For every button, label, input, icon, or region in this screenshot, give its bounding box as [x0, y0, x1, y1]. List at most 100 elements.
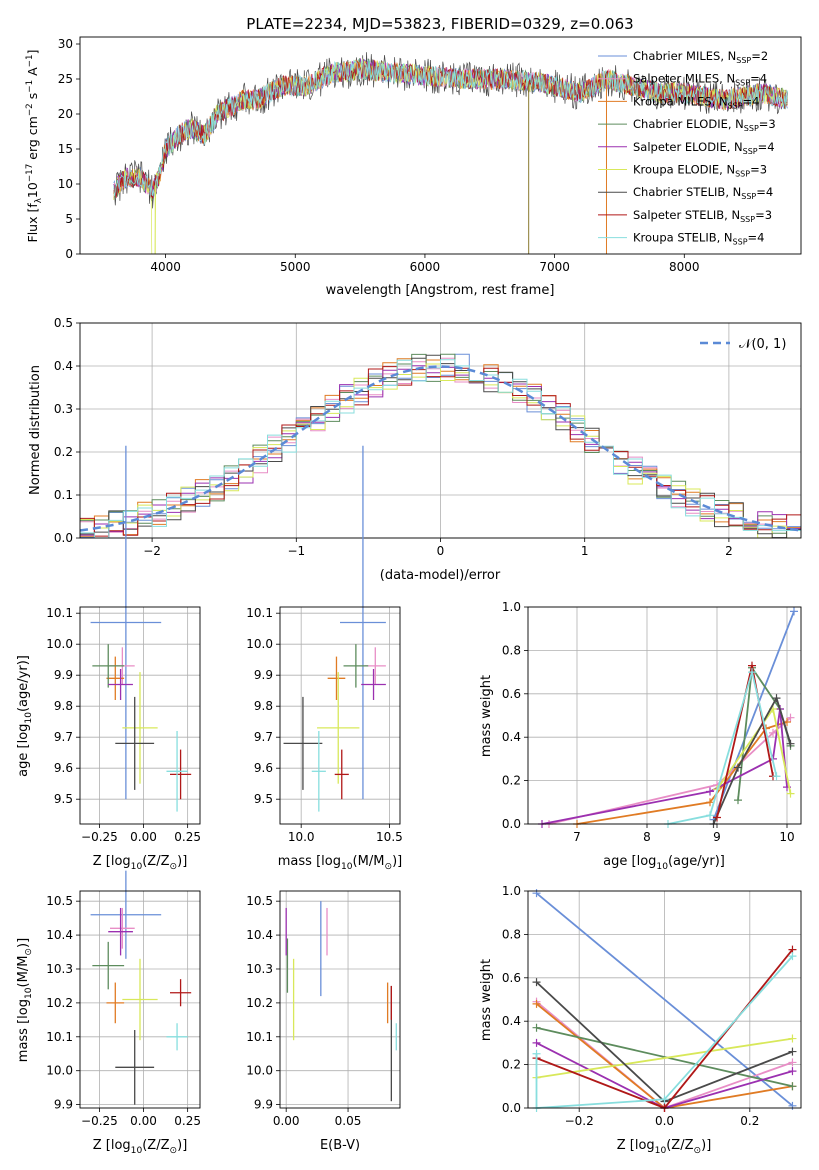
- ageM-ytick-label: 9.8: [254, 699, 273, 713]
- gaussian-legend-label: 𝒩(0, 1): [739, 337, 786, 352]
- massZ-ytick-label: 10.4: [46, 928, 73, 942]
- spec-xtick-label: 8000: [669, 260, 700, 274]
- spec-ytick-label: 5: [65, 212, 73, 226]
- wAge-point-marker: [706, 811, 714, 820]
- wZ-point-marker: [660, 1095, 669, 1104]
- legend-entry: Kroupa ELODIE, NSSP=3: [633, 163, 767, 179]
- ageM-ytick-label: 9.7: [254, 730, 273, 744]
- massE-ytick-label: 10.3: [246, 962, 273, 976]
- histogram-series: [80, 366, 801, 537]
- spectrum-ylabel: Flux [fλ10−17 erg cm−2 s−1 A−1]: [25, 50, 44, 243]
- wAge-point-marker: [706, 787, 714, 796]
- wAge-ytick-label: 0.6: [502, 687, 521, 701]
- wZ-ytick-label: 0.8: [502, 927, 521, 941]
- wAge-ylabel: mass weight: [479, 675, 494, 757]
- massE-ytick-label: 10.4: [246, 928, 273, 942]
- massE-xtick-label: 0.00: [273, 1114, 300, 1128]
- wAge-ytick-label: 0.4: [502, 730, 521, 744]
- wZ-ytick-label: 0.4: [502, 1014, 521, 1028]
- spectrum-panel: 4000 5000 6000 7000 8000 0 5 10 15 20 25 30 Chabrier…: [25, 36, 802, 298]
- hist-xtick-label: 2: [725, 544, 733, 558]
- wAge-series-line: [712, 695, 792, 825]
- wAge-ytick-label: 1.0: [502, 600, 521, 614]
- ageZ-frame: [79, 606, 201, 825]
- ageM-frame: [279, 606, 401, 825]
- wAge-point-marker: [772, 694, 781, 703]
- wZ-series-line: [536, 1026, 793, 1088]
- wZ-xtick-label: 0.0: [655, 1114, 674, 1128]
- wZ-ylabel: mass weight: [479, 959, 494, 1041]
- wAge-ytick-label: 0.2: [502, 774, 521, 788]
- wZ-series-line: [535, 892, 794, 1107]
- wZ-ytick-label: 0.0: [502, 1101, 521, 1115]
- massZ-ytick-label: 10.1: [46, 1030, 73, 1044]
- spec-xtick-label: 6000: [410, 260, 441, 274]
- hist-ytick-label: 0.4: [54, 359, 73, 373]
- wAge-point-marker: [769, 728, 777, 737]
- ageZ-ylabel: age [log10(age/yr)]: [16, 655, 34, 777]
- wZ-point-marker: [532, 1038, 541, 1047]
- wZ-point-marker: [532, 1023, 541, 1032]
- ageM-xtick-label: 10.5: [376, 830, 403, 844]
- ageM-xlabel: mass [log10(M/M⊙)]: [278, 854, 402, 872]
- wZ-series-line: [536, 1037, 793, 1079]
- wAge-ytick-label: 0.0: [502, 817, 521, 831]
- ageM-ytick-label: 9.9: [254, 668, 273, 682]
- massZ-ylabel: mass [log10(M/M⊙)]: [16, 938, 34, 1062]
- wZ-point-marker: [788, 1058, 797, 1067]
- ageZ-xtick-label: 0.00: [130, 830, 157, 844]
- massZ-ytick-label: 10.2: [46, 996, 73, 1010]
- ageZ-ytick-label: 9.6: [54, 761, 73, 775]
- legend-entry: Chabrier MILES, NSSP=2: [633, 49, 768, 65]
- wZ-series-line: [535, 955, 794, 1109]
- spec-xtick-label: 5000: [280, 260, 311, 274]
- spec-ytick-label: 25: [58, 72, 73, 86]
- spec-ytick-label: 10: [58, 177, 73, 191]
- wAge-ytick-label: 0.8: [502, 643, 521, 657]
- wAge-xtick-label: 8: [643, 830, 651, 844]
- wAge-point-marker: [786, 713, 795, 722]
- wAge-point-marker: [706, 798, 714, 807]
- wAge-point-marker: [734, 796, 742, 805]
- wZ-ytick-label: 0.6: [502, 971, 521, 985]
- massE-ytick-label: 10.2: [246, 996, 273, 1010]
- hist-xtick-label: 0: [437, 544, 445, 558]
- hist-ytick-label: 0.1: [54, 488, 73, 502]
- spec-ytick-label: 20: [58, 107, 73, 121]
- legend-entry: Chabrier ELODIE, NSSP=3: [633, 117, 776, 133]
- histogram-series: [80, 353, 801, 539]
- massE-ytick-label: 10.1: [246, 1030, 273, 1044]
- wZ-point-marker: [532, 999, 541, 1008]
- spectrum-xlabel: wavelength [Angstrom, rest frame]: [326, 283, 555, 298]
- histogram-series: [80, 359, 801, 539]
- wAge-xtick-label: 7: [573, 830, 581, 844]
- ageM-ytick-label: 10.0: [246, 637, 273, 651]
- wAge-point-marker: [772, 772, 781, 781]
- ageZ-ytick-label: 9.8: [54, 699, 73, 713]
- wZ-point-marker: [788, 1101, 797, 1110]
- legend-entry: Kroupa STELIB, NSSP=4: [633, 231, 764, 247]
- legend-entry: Chabrier STELIB, NSSP=4: [633, 185, 773, 201]
- wAge-point-marker: [786, 739, 795, 748]
- legend-entry: Kroupa MILES, NSSP=4: [633, 94, 759, 110]
- wAge-point-marker: [734, 763, 742, 772]
- ageM-ytick-label: 10.1: [246, 606, 273, 620]
- wAge-series-line: [667, 668, 778, 825]
- histogram-series: [80, 363, 801, 539]
- hist-ytick-label: 0.3: [54, 402, 73, 416]
- ageZ-ytick-label: 9.5: [54, 792, 73, 806]
- wAge-xlabel: age [log10(age/yr)]: [603, 854, 725, 872]
- legend-entry: Salpeter ELODIE, NSSP=4: [633, 140, 775, 156]
- ageM-ytick-label: 9.5: [254, 792, 273, 806]
- legend-entry: Salpeter MILES, NSSP=4: [633, 72, 767, 88]
- massZ-xlabel: Z [log10(Z/Z⊙)]: [93, 1138, 188, 1156]
- wZ-xlabel: Z [log10(Z/Z⊙)]: [617, 1138, 712, 1156]
- wZ-point-marker: [788, 1034, 797, 1043]
- wAge-frame: [527, 606, 802, 825]
- age-vs-metallicity-panel: −0.25 0.00 0.25 9.5 9.6 9.7 9.8 9.9 10.0 10.1 Z [l…: [16, 445, 201, 872]
- residual-histogram-panel: −2 −1 0 1 2 0.0 0.1 0.2 0.3 0.4 0.5 𝒩(0, 1) (data-mo…: [28, 316, 802, 583]
- wZ-point-marker: [532, 889, 541, 898]
- wZ-xtick-label: 0.2: [740, 1114, 759, 1128]
- spectrum-line: [113, 59, 788, 197]
